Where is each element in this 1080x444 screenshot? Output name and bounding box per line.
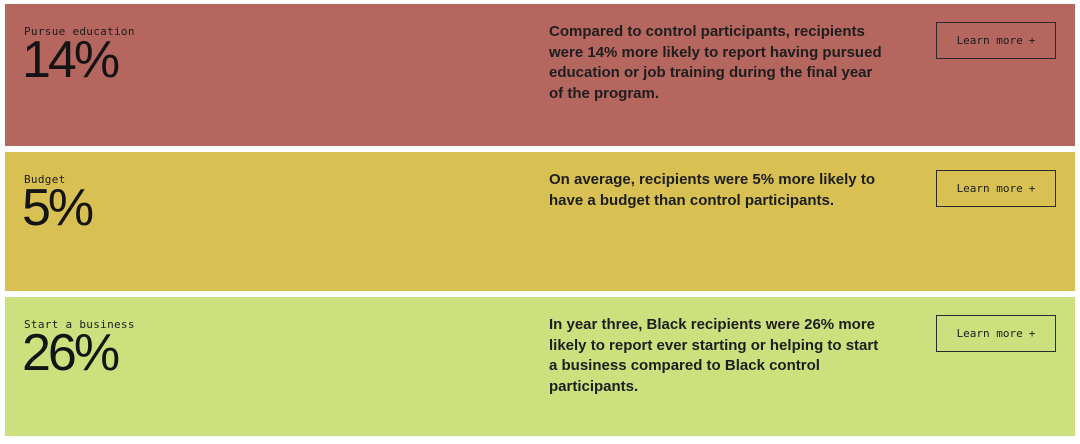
learn-more-label: Learn more <box>956 34 1023 47</box>
learn-more-label: Learn more <box>956 327 1023 340</box>
stat-description: Compared to control participants, recipi… <box>549 23 882 102</box>
stat-card-start-a-business: Start a business 26% In year three, Blac… <box>5 297 1075 436</box>
learn-more-button[interactable]: Learn more + <box>936 170 1056 207</box>
stat-label: Budget <box>24 173 66 186</box>
stat-value: 14% <box>22 31 120 89</box>
stat-value: 5% <box>22 179 94 237</box>
stat-value: 26% <box>22 324 120 382</box>
learn-more-label: Learn more <box>956 182 1023 195</box>
plus-icon: + <box>1028 182 1036 195</box>
stat-description: In year three, Black recipients were 26%… <box>549 316 879 395</box>
stat-description: On average, recipients were 5% more like… <box>549 171 875 209</box>
stat-label: Pursue education <box>24 25 135 38</box>
stat-card-pursue-education: Pursue education 14% Compared to control… <box>5 4 1075 146</box>
learn-more-button[interactable]: Learn more + <box>936 22 1056 59</box>
stat-label: Start a business <box>24 318 135 331</box>
stat-card-budget: Budget 5% On average, recipients were 5%… <box>5 152 1075 291</box>
plus-icon: + <box>1028 34 1036 47</box>
learn-more-button[interactable]: Learn more + <box>936 315 1056 352</box>
plus-icon: + <box>1028 327 1036 340</box>
